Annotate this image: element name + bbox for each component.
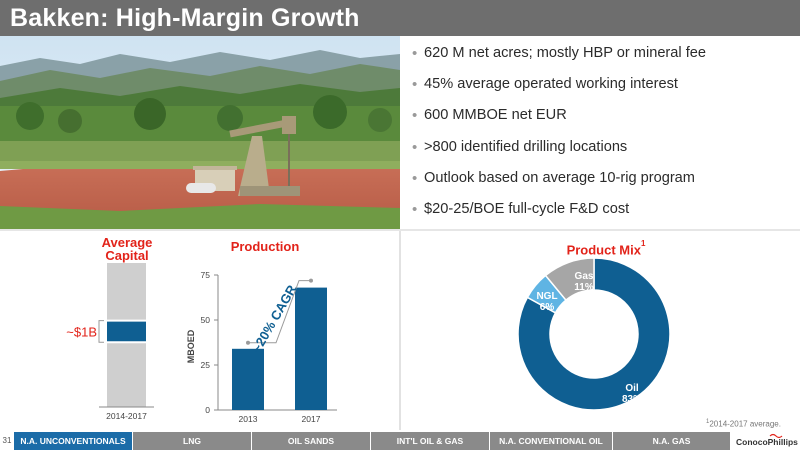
product-mix-slice-oil [517, 257, 671, 411]
divider [399, 231, 401, 430]
production-trend-line [248, 280, 311, 344]
capital-x-tick-label: 2014-2017 [106, 411, 147, 421]
production-trend-point [309, 278, 313, 283]
production-y-axis-label: MBOED [186, 329, 196, 363]
production-x-tick-label: 2017 [302, 414, 321, 424]
tab-oil-sands[interactable]: OIL SANDS [287, 436, 335, 446]
production-x-tick-label: 2013 [239, 414, 258, 424]
production-chart: 0 25 50 75 MBOED 2013 2017 ~20% CAGR [186, 270, 337, 424]
divider [0, 229, 800, 231]
list-item: >800 identified drilling locations [412, 136, 797, 167]
production-y-tick-label: 75 [201, 270, 211, 280]
capital-band [107, 320, 146, 343]
list-item: Outlook based on average 10-rig program [412, 167, 797, 198]
tab-na-gas[interactable]: N.A. GAS [652, 436, 691, 446]
footer-nav: 31 N.A. UNCONVENTIONALS LNG OIL SANDS IN… [0, 432, 800, 450]
list-item: 600 MMBOE net EUR [412, 104, 797, 135]
title-bar: Bakken: High-Margin Growth [0, 0, 800, 36]
tab-intl-oil-gas[interactable]: INT'L OIL & GAS [396, 436, 464, 446]
list-item: 45% average operated working interest [412, 73, 797, 104]
divider [132, 432, 133, 450]
production-chart-title: Production [230, 239, 300, 254]
product-mix-panel: Product Mix1 Oil 83% NGL 6% Gas 11% [401, 231, 800, 430]
logo-swoosh-icon [769, 433, 783, 439]
divider [370, 432, 371, 450]
capital-bracket [98, 320, 104, 343]
product-mix-slice-label: NGL [536, 291, 557, 302]
production-y-tick-label: 50 [201, 315, 211, 325]
product-mix-slice-value: 83% [622, 394, 642, 405]
capital-chart-title: Average Capital [92, 236, 162, 262]
footnote-text: 2014-2017 average. [709, 419, 781, 429]
production-bar [295, 287, 327, 410]
capital-title-line2: Capital [105, 248, 149, 263]
product-mix-slice-label: Oil [625, 383, 639, 394]
production-bar [232, 348, 264, 410]
company-logo: ConocoPhillips [730, 432, 800, 450]
list-item: $20-25/BOE full-cycle F&D cost [412, 198, 797, 229]
product-mix-slice-label: Gas [575, 271, 594, 282]
list-item: 620 M net acres; mostly HBP or mineral f… [412, 42, 797, 73]
production-y-tick-label: 25 [201, 360, 211, 370]
footnote: 12014-2017 average. [706, 419, 781, 429]
tab-lng[interactable]: LNG [183, 436, 201, 446]
production-cagr-annotation: ~20% CAGR [249, 282, 300, 355]
product-mix-slice-value: 11% [574, 282, 594, 293]
divider [489, 432, 490, 450]
pumpjack-photo [0, 36, 400, 230]
divider [251, 432, 252, 450]
company-logo-mark: ConocoPhillips [736, 433, 798, 447]
production-trend-point [246, 340, 250, 345]
logo-text: ConocoPhillips [736, 437, 798, 447]
divider [612, 432, 613, 450]
production-y-tick-label: 0 [205, 405, 210, 415]
capital-title-line1: Average [101, 235, 153, 250]
tab-na-unconventionals[interactable]: N.A. UNCONVENTIONALS [14, 432, 132, 450]
product-mix-slice-value: 6% [540, 302, 555, 313]
page-number: 31 [0, 432, 14, 450]
product-mix-slice-gas [544, 257, 595, 302]
key-facts-list: 620 M net acres; mostly HBP or mineral f… [412, 42, 797, 229]
capital-production-panel: Average Capital Production ~$1B 2014-201… [0, 231, 399, 430]
pumpjack-photo-image [0, 36, 400, 230]
tab-na-conventional-oil[interactable]: N.A. CONVENTIONAL OIL [499, 436, 603, 446]
product-mix-title-text: Product Mix [566, 242, 641, 258]
product-mix-title: Product Mix1 [551, 239, 661, 258]
product-mix-title-superscript: 1 [640, 239, 646, 248]
capital-chart: ~$1B 2014-2017 [66, 263, 154, 421]
capital-band-label: ~$1B [66, 324, 97, 339]
slide-title: Bakken: High-Margin Growth [10, 4, 360, 32]
footnote-marker: 1 [706, 419, 710, 425]
